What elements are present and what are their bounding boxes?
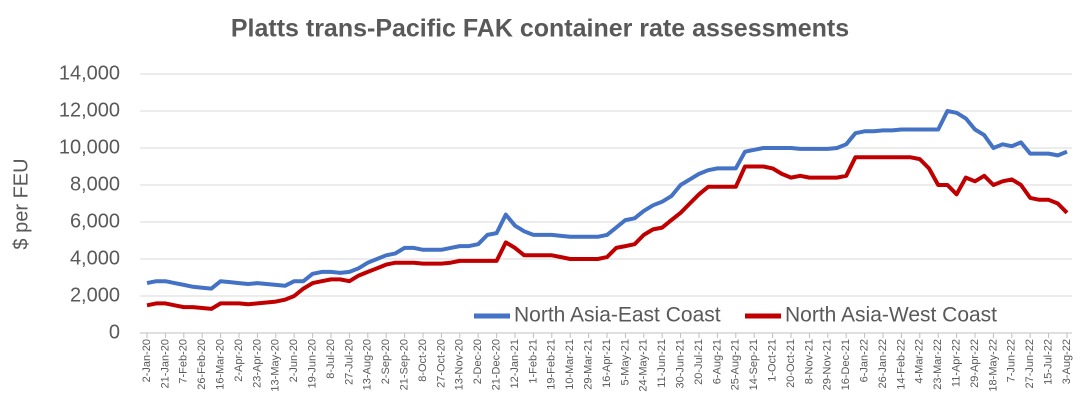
- x-tick-label: 24-May-21: [638, 339, 650, 392]
- x-tick-label: 18-May-22: [987, 339, 999, 392]
- x-tick-label: 7-Feb-20: [178, 339, 190, 384]
- x-tick-label: 23-Mar-22: [932, 339, 944, 390]
- x-tick-label: 26-Jan-22: [877, 339, 889, 389]
- x-tick-label: 27-Jun-22: [1024, 339, 1036, 389]
- x-tick-label: 20-Jul-21: [693, 339, 705, 385]
- x-tick-label: 7-Jun-22: [1006, 339, 1018, 382]
- x-tick-label: 25-Aug-21: [730, 339, 742, 390]
- x-tick-label: 14-Sep-21: [748, 339, 760, 390]
- x-tick-label: 8-Oct-20: [417, 339, 429, 382]
- x-tick-label: 10-Mar-21: [564, 339, 576, 390]
- x-tick-label: 19-Feb-21: [546, 339, 558, 390]
- x-tick-label: 11-Apr-22: [951, 339, 963, 387]
- x-tick-label: 23-Apr-20: [251, 339, 263, 388]
- x-tick-label: 15-Jul-22: [1043, 339, 1055, 385]
- y-tick-label: 2,000: [70, 284, 120, 306]
- x-tick-label: 2-Jan-20: [141, 339, 153, 382]
- x-tick-label: 2-Sep-20: [380, 339, 392, 384]
- x-tick-label: 29-Mar-21: [583, 339, 595, 390]
- x-tick-label: 14-Feb-22: [895, 339, 907, 390]
- data-line: [146, 155, 1069, 311]
- x-tick-label: 29-Apr-22: [969, 339, 981, 388]
- legend-label: North Asia-West Coast: [785, 304, 997, 327]
- x-tick-label: 13-Aug-20: [362, 339, 374, 390]
- x-tick-label: 6-Aug-21: [711, 339, 723, 384]
- x-tick-label: 26-Feb-20: [196, 339, 208, 390]
- y-axis-label: $ per FEU: [10, 158, 32, 249]
- x-tick-label: 8-Jul-20: [325, 339, 337, 379]
- x-tick-label: 21-Jan-20: [159, 339, 171, 389]
- x-tick-label: 29-Nov-21: [822, 339, 834, 390]
- y-tick-label: 12,000: [59, 99, 120, 121]
- x-tick-label: 16-Dec-21: [840, 339, 852, 390]
- x-tick-label: 19-Jun-20: [307, 339, 319, 389]
- x-tick-label: 12-Jan-21: [509, 339, 521, 389]
- x-tick-label: 30-Jun-21: [675, 339, 687, 389]
- y-tick-label: 14,000: [59, 62, 120, 84]
- x-tick-label: 20-Oct-21: [785, 339, 797, 388]
- y-tick-label: 4,000: [70, 247, 120, 269]
- x-tick-label: 1-Oct-21: [767, 339, 779, 382]
- x-tick-label: 2-Apr-20: [233, 339, 245, 382]
- x-tick-label: 8-Nov-21: [803, 339, 815, 384]
- x-tick-label: 27-Oct-20: [435, 339, 447, 388]
- x-tick-label: 16-Apr-21: [601, 339, 613, 388]
- x-tick-label: 13-May-20: [270, 339, 282, 392]
- x-tick-label: 6-Jan-22: [859, 339, 871, 382]
- x-tick-label: 1-Feb-21: [527, 339, 539, 384]
- x-tick-label: 5-May-21: [619, 339, 631, 385]
- y-tick-label: 10,000: [59, 136, 120, 158]
- x-tick-label: 16-Mar-20: [215, 339, 227, 390]
- x-tick-label: 11-Jun-21: [656, 339, 668, 388]
- x-tick-label: 2-Dec-20: [472, 339, 484, 384]
- y-tick-label: 6,000: [70, 210, 120, 232]
- x-tick-label: 4-Mar-22: [914, 339, 926, 384]
- x-tick-label: 21-Sep-20: [399, 339, 411, 390]
- y-tick-label: 8,000: [70, 173, 120, 195]
- data-line: [146, 109, 1068, 291]
- x-tick-label: 13-Nov-20: [454, 339, 466, 390]
- y-tick-label: 0: [109, 321, 120, 343]
- x-tick-label: 2-Jun-20: [288, 339, 300, 382]
- x-tick-label: 27-Jul-20: [343, 339, 355, 385]
- chart-title: Platts trans-Pacific FAK container rate …: [231, 15, 849, 43]
- x-tick-label: 3-Aug-22: [1061, 339, 1073, 384]
- legend-label: North Asia-East Coast: [514, 304, 721, 327]
- x-tick-label: 21-Dec-20: [491, 339, 503, 390]
